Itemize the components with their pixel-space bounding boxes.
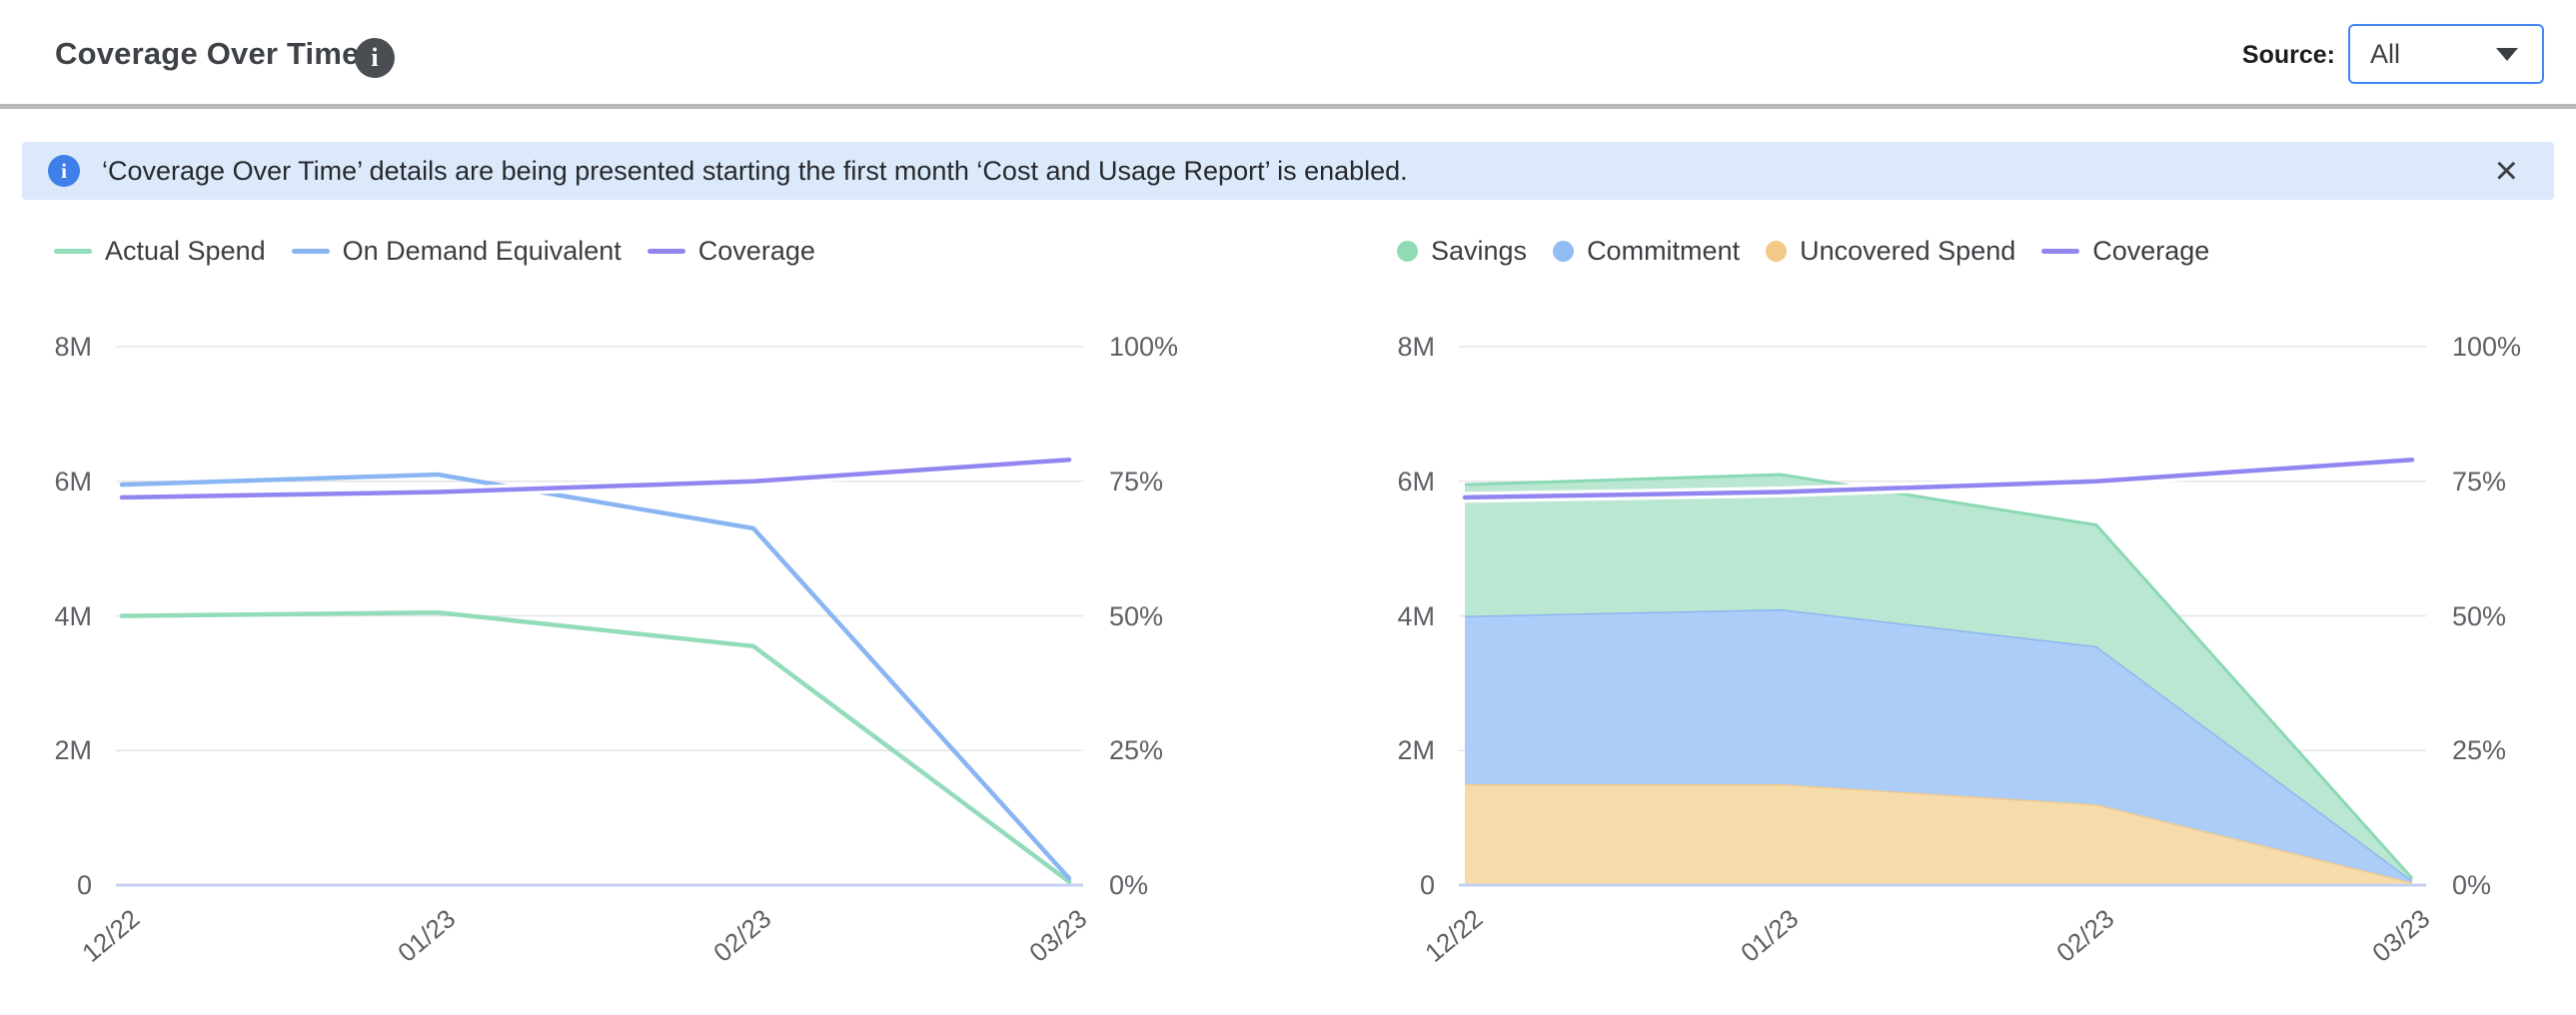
pct-axis-label-25: 25% (2452, 735, 2507, 766)
source-dropdown-value: All (2370, 38, 2401, 69)
legend-item-actual-spend[interactable]: Actual Spend (54, 236, 266, 267)
header-divider (0, 104, 2576, 109)
x-axis-label-12-22: 12/22 (1419, 903, 1489, 968)
x-axis-label-01-23: 01/23 (1735, 903, 1805, 968)
area-savings (1465, 475, 2412, 881)
legend-label-on-demand-equivalent: On Demand Equivalent (342, 236, 622, 266)
series-on-demand-equivalent (119, 472, 1072, 881)
chevron-down-icon (2496, 47, 2518, 61)
y-axis-label-2m: 2M (1397, 735, 1435, 766)
legend-item-on-demand-equivalent[interactable]: On Demand Equivalent (291, 236, 622, 267)
pct-axis-label-25: 25% (1109, 735, 1164, 766)
legend-item-savings[interactable]: Savings (1397, 236, 1527, 267)
series-coverage (1462, 457, 2415, 501)
y-axis-label-8m: 8M (54, 332, 92, 362)
area-edge-savings (1464, 473, 2414, 880)
pct-axis-label-0: 0% (2452, 870, 2492, 900)
x-axis-label-03-23: 03/23 (2366, 903, 2436, 968)
banner-info-icon-glyph: i (61, 158, 67, 183)
x-axis-label-02-23: 02/23 (707, 903, 777, 968)
legend-item-coverage[interactable]: Coverage (2041, 236, 2209, 267)
legend-item-coverage[interactable]: Coverage (646, 236, 815, 267)
info-icon[interactable]: i (355, 38, 395, 78)
legend-swatch-uncovered-spend (1766, 241, 1788, 262)
legend-label-actual-spend: Actual Spend (105, 236, 266, 266)
legend-label-commitment: Commitment (1587, 236, 1741, 266)
y-axis-label-0: 0 (76, 870, 92, 900)
x-axis-label-02-23: 02/23 (2050, 903, 2120, 968)
pct-axis-label-75: 75% (2452, 466, 2507, 497)
pct-axis-label-100: 100% (1109, 332, 1179, 362)
series-coverage (119, 457, 1072, 501)
legend-label-coverage: Coverage (2092, 236, 2210, 266)
close-icon[interactable]: × (2494, 149, 2518, 193)
y-axis-label-6m: 6M (1397, 466, 1435, 497)
area-commitment (1465, 608, 2412, 883)
y-axis-label-0: 0 (1419, 870, 1435, 900)
legend-label-savings: Savings (1431, 236, 1528, 266)
info-icon-glyph: i (371, 43, 379, 72)
legend-swatch-savings (1397, 241, 1418, 262)
x-axis-label-01-23: 01/23 (392, 903, 462, 968)
savings-breakdown-area-chart-legend: Savings Commitment Uncovered Spend Coverage (1397, 236, 2235, 267)
legend-item-uncovered-spend[interactable]: Uncovered Spend (1766, 236, 2015, 267)
legend-swatch-actual-spend (54, 249, 92, 254)
banner-text: ‘Coverage Over Time’ details are being p… (102, 155, 1408, 186)
pct-axis-label-100: 100% (2452, 332, 2522, 362)
legend-swatch-coverage (646, 249, 685, 254)
legend-swatch-commitment (1553, 241, 1575, 262)
series-actual-spend (119, 609, 1072, 884)
legend-label-uncovered-spend: Uncovered Spend (1800, 236, 2016, 266)
banner-info-icon: i (48, 155, 80, 187)
pct-axis-label-50: 50% (1109, 600, 1164, 631)
y-axis-label-4m: 4M (1397, 600, 1435, 631)
y-axis-label-6m: 6M (54, 466, 92, 497)
y-axis-label-2m: 2M (54, 735, 92, 766)
series-halo-coverage (1459, 454, 2418, 504)
spend-coverage-line-chart-legend: Actual Spend On Demand Equivalent Coverage (54, 236, 841, 267)
legend-swatch-on-demand-equivalent (291, 249, 330, 254)
pct-axis-label-0: 0% (1109, 870, 1149, 900)
spend-coverage-line-chart-plot-area[interactable] (116, 346, 1083, 887)
legend-item-commitment[interactable]: Commitment (1553, 236, 1740, 267)
area-uncovered-spend (1465, 783, 2412, 885)
source-dropdown[interactable]: All (2348, 24, 2544, 84)
y-axis-label-4m: 4M (54, 600, 92, 631)
pct-axis-label-50: 50% (2452, 600, 2507, 631)
source-label: Source: (2241, 41, 2335, 69)
x-axis-label-12-22: 12/22 (76, 903, 146, 968)
savings-breakdown-area-chart-plot-area[interactable] (1459, 346, 2426, 887)
page-title: Coverage Over Time (55, 36, 360, 71)
legend-swatch-coverage (2041, 249, 2080, 254)
y-axis-label-8m: 8M (1397, 332, 1435, 362)
x-axis-label-03-23: 03/23 (1023, 903, 1093, 968)
legend-label-coverage: Coverage (697, 236, 815, 266)
pct-axis-label-75: 75% (1109, 466, 1164, 497)
info-banner: i ‘Coverage Over Time’ details are being… (22, 142, 2554, 200)
